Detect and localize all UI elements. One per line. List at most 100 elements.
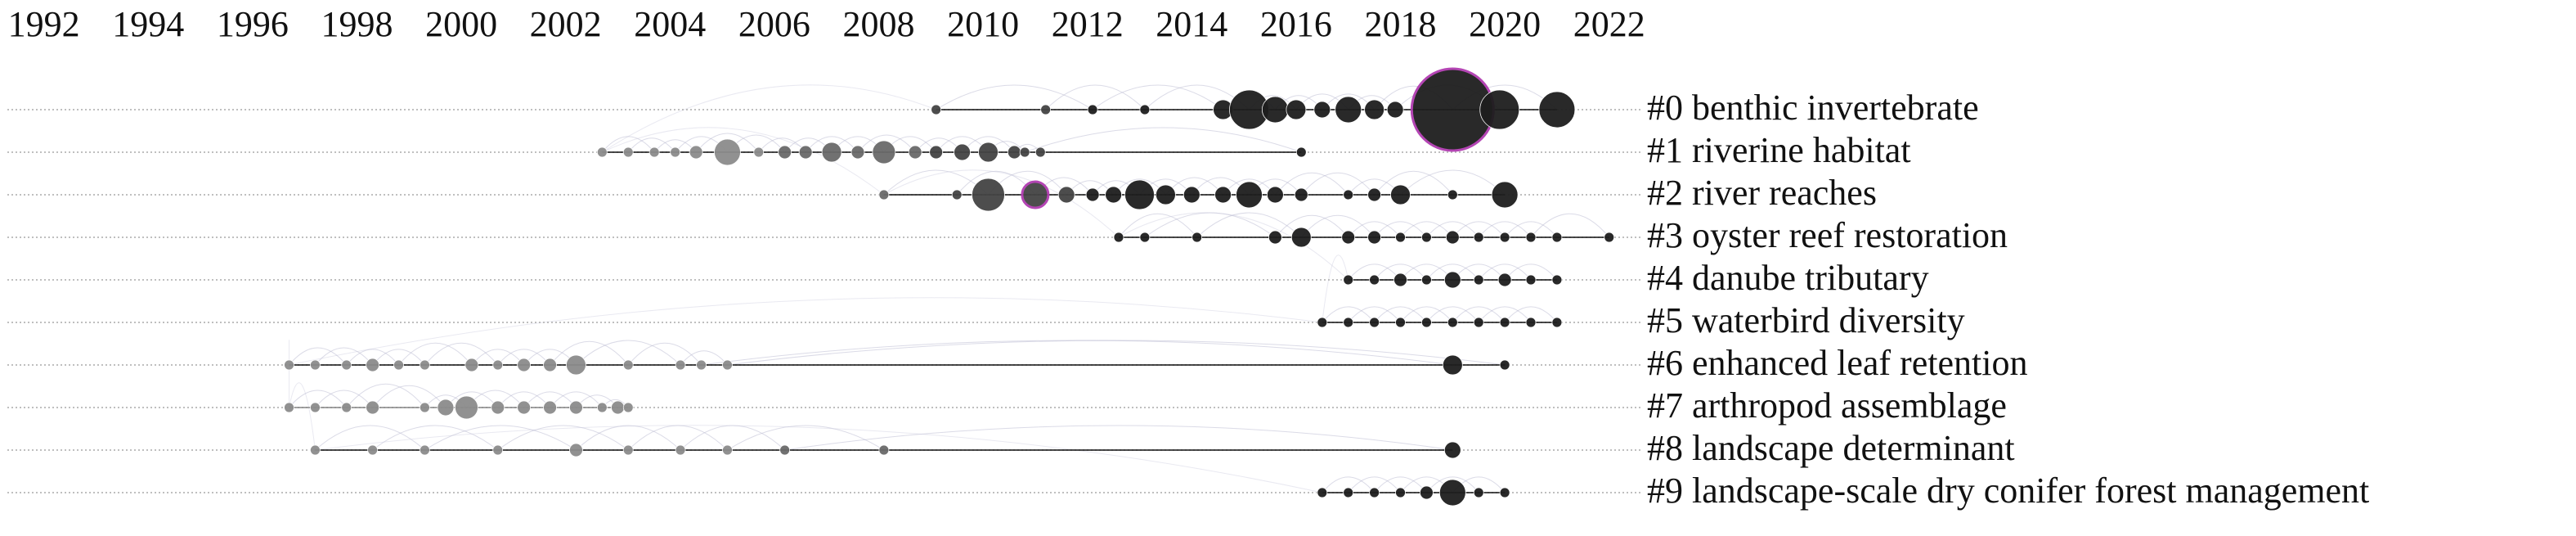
link-arc <box>346 349 399 366</box>
year-label: 2016 <box>1260 4 1332 44</box>
citation-node <box>821 142 842 163</box>
citation-node <box>670 146 681 158</box>
link-arc <box>680 425 785 451</box>
citation-node <box>850 145 865 160</box>
citation-node <box>1395 487 1406 498</box>
citation-node <box>310 359 321 371</box>
citation-node <box>1604 232 1615 243</box>
citation-node <box>1040 104 1052 115</box>
link-arc <box>1322 306 1375 323</box>
cluster-label: #1 riverine habitat <box>1647 130 1911 170</box>
citation-node <box>1139 232 1151 243</box>
cluster-label: #9 landscape-scale dry conifer forest ma… <box>1647 471 2369 511</box>
citation-node <box>1156 184 1176 205</box>
citation-node <box>1499 232 1510 243</box>
citation-node <box>1192 232 1203 243</box>
link-arc <box>1504 221 1558 238</box>
citation-node <box>569 443 583 457</box>
citation-node <box>1497 273 1512 287</box>
citation-node <box>753 146 765 158</box>
citation-node <box>1499 317 1510 328</box>
citation-node <box>1395 317 1406 328</box>
citation-node <box>492 359 504 371</box>
citation-node <box>420 402 430 413</box>
citation-node <box>1313 101 1331 119</box>
citation-node <box>908 145 922 160</box>
citation-node <box>517 400 532 415</box>
link-arc <box>1196 212 1302 238</box>
link-arc <box>1478 263 1532 281</box>
link-arc <box>805 136 859 153</box>
citation-node <box>675 359 686 371</box>
link-arc <box>1348 476 1401 493</box>
citation-node <box>1113 232 1124 243</box>
citation-node <box>1268 230 1282 245</box>
link-arc <box>398 342 473 366</box>
link-arc <box>936 84 1093 110</box>
citation-node <box>1479 89 1520 130</box>
citation-node <box>569 400 583 415</box>
citation-node <box>1525 274 1537 286</box>
cluster-label: #4 danube tributary <box>1647 258 1929 298</box>
citation-node <box>1124 179 1155 210</box>
citation-node <box>284 359 294 371</box>
link-arc <box>372 385 447 408</box>
cluster-label: #5 waterbird diversity <box>1647 300 1965 340</box>
citation-node <box>648 146 660 158</box>
link-arc <box>1426 221 1479 238</box>
link-arc <box>1426 476 1479 493</box>
citation-node <box>1183 186 1200 204</box>
link-arc <box>627 137 676 153</box>
link-arc <box>627 342 702 366</box>
citation-node <box>1447 317 1458 328</box>
links <box>289 84 1610 493</box>
cluster-label: #0 benthic invertebrate <box>1647 88 1979 128</box>
citation-node <box>878 444 890 456</box>
citation-node <box>310 402 321 413</box>
citation-node <box>722 444 733 456</box>
link-arc <box>1118 213 1198 238</box>
link-arc <box>497 425 629 451</box>
citation-node <box>420 359 430 371</box>
link-arc <box>523 391 577 408</box>
citation-node <box>1236 181 1263 209</box>
cluster-label: #7 arthropod assemblage <box>1647 385 2007 426</box>
citation-node <box>1538 91 1576 128</box>
link-arc <box>1275 214 1349 238</box>
year-label: 2010 <box>947 4 1019 44</box>
link-arc <box>857 134 916 153</box>
citation-node <box>1341 230 1356 245</box>
citation-node <box>367 444 379 456</box>
citation-node <box>517 358 532 372</box>
citation-node <box>1473 274 1484 286</box>
link-arc <box>602 84 936 153</box>
citation-node <box>1317 317 1328 328</box>
citation-node <box>1034 146 1046 158</box>
link-arc <box>727 340 1506 366</box>
link-arc <box>372 349 425 366</box>
citation-node <box>393 359 404 371</box>
cluster-label: #8 landscape determinant <box>1647 428 2015 468</box>
link-arc <box>289 382 316 451</box>
citation-node <box>1473 487 1484 498</box>
citation-node <box>1139 104 1151 115</box>
link-arc <box>1300 214 1375 238</box>
year-label: 2020 <box>1469 4 1541 44</box>
link-arc <box>883 169 1120 238</box>
citation-node <box>1499 359 1510 371</box>
citation-node <box>464 358 479 372</box>
citation-node <box>366 400 380 415</box>
year-label: 1992 <box>8 4 80 44</box>
citation-node <box>714 138 741 166</box>
link-arc <box>1348 306 1401 323</box>
citation-node <box>1390 184 1411 205</box>
link-arc <box>576 425 681 451</box>
link-arc <box>1322 476 1375 493</box>
link-arc <box>701 340 1453 366</box>
citation-node <box>622 444 634 456</box>
year-label: 2006 <box>738 4 810 44</box>
year-label: 2014 <box>1156 4 1227 44</box>
citation-node <box>566 354 586 376</box>
citation-node <box>779 444 791 456</box>
